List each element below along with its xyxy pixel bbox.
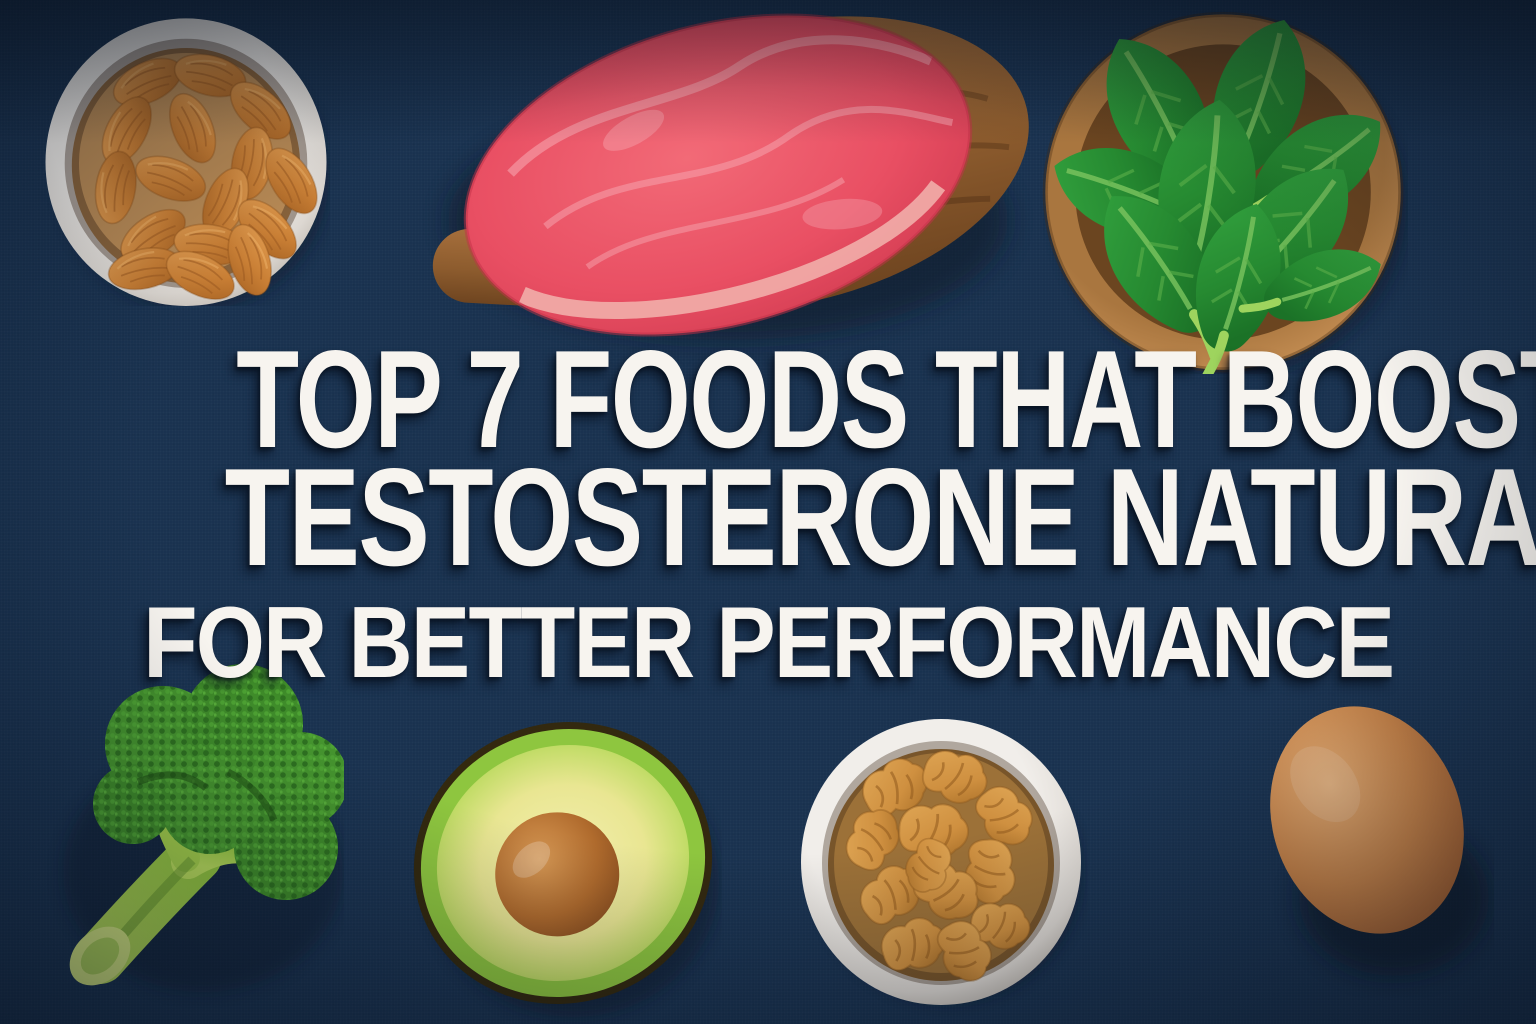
spinach-bowl-image (1036, 2, 1408, 374)
walnuts-bowl-image (794, 710, 1088, 1018)
walnuts-bowl-icon (801, 719, 1081, 1005)
spinach-bowl-icon (1036, 2, 1408, 374)
avocado-image (404, 702, 722, 1024)
egg-image (1244, 668, 1494, 998)
egg-icon (1270, 706, 1489, 976)
title-block: TOP 7 FOODS THAT BOOST TESTOSTERONE NATU… (0, 330, 1536, 699)
avocado-icon (413, 722, 719, 1017)
steak-cutting-board-image (368, 0, 1048, 372)
broccoli-icon (63, 664, 344, 992)
almonds-bowl-icon (45, 18, 329, 306)
steak-icon (432, 13, 1029, 340)
title-line-3: FOR BETTER PERFORMANCE (142, 587, 1395, 699)
broccoli-image (38, 662, 344, 1008)
title-line-2: TESTOSTERONE NATURALLY (224, 440, 1536, 595)
almonds-bowl-image (42, 14, 330, 306)
